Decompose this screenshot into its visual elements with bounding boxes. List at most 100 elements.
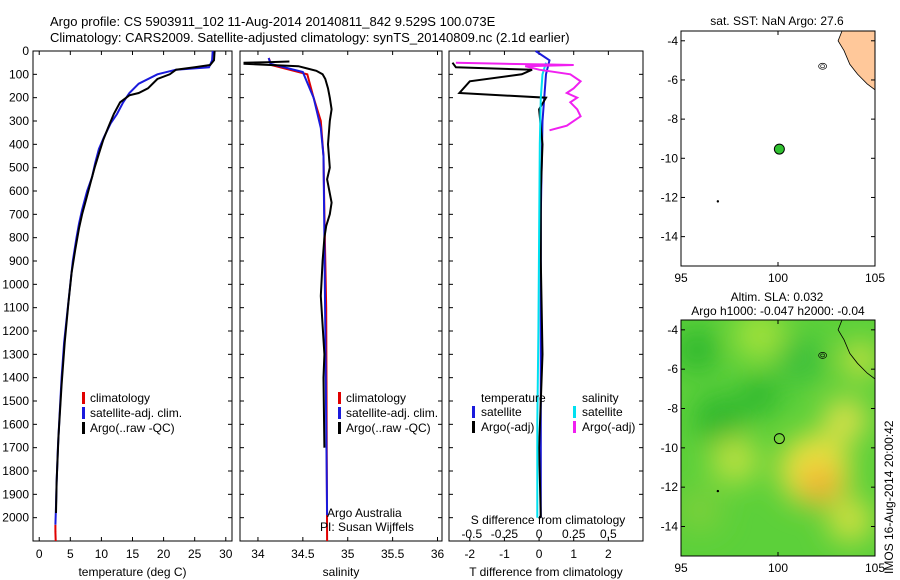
sla-blob (828, 498, 872, 542)
y-tick-label: 1700 (2, 441, 29, 455)
y-tick-label: 0 (22, 44, 29, 58)
map-x-tick-label: 95 (674, 271, 688, 285)
y-tick-label: 700 (9, 207, 29, 221)
legend-label: climatology (346, 391, 406, 405)
sla-blob (776, 336, 824, 384)
legend-label: Argo(-adj) (582, 420, 635, 434)
s-diff-tick-label: 0.25 (562, 527, 586, 541)
legend-heading-salinity: salinity (582, 391, 619, 405)
x-tick-label: 2 (605, 547, 612, 561)
legend-swatch-t-0 (472, 406, 475, 418)
legend-swatch-climatology (338, 392, 341, 404)
y-tick-label: 1900 (2, 487, 29, 501)
map-y-tick-label: -14 (661, 520, 679, 534)
sla-blob (842, 342, 875, 378)
y-tick-label: 2000 (2, 511, 29, 525)
plot-frame-temperature-profile (32, 50, 233, 542)
y-tick-label: 600 (9, 184, 29, 198)
y-tick-label: 900 (9, 254, 29, 268)
legend-heading-temperature: temperature (481, 391, 546, 405)
x-tick-label: 34.5 (291, 547, 315, 561)
legend-swatch-climatology (82, 392, 85, 404)
island-dot (716, 200, 720, 203)
s-diff-tick-label: -0.5 (461, 527, 482, 541)
map-y-tick-label: -4 (667, 34, 678, 48)
map-y-tick-label: -10 (661, 441, 679, 455)
y-tick-label: 100 (9, 67, 29, 81)
legend-swatch-argo (338, 422, 341, 434)
x-tick-label: 35 (341, 547, 355, 561)
x-tick-label: 1 (570, 547, 577, 561)
y-tick-label: 1500 (2, 394, 29, 408)
series-line-s-satellite (536, 62, 547, 518)
y-tick-label: 1400 (2, 371, 29, 385)
sla-blob (681, 488, 722, 532)
x-tick-label: 5 (67, 547, 74, 561)
legend-swatch-s-1 (573, 421, 576, 433)
island-contour (820, 64, 825, 69)
y-tick-label: 500 (9, 161, 29, 175)
y-tick-label: 300 (9, 114, 29, 128)
imos-timestamp-label: IMOS 16-Aug-2014 20:00:42 (882, 420, 896, 574)
legend-label: satellite-adj. clim. (90, 406, 182, 420)
y-tick-label: 200 (9, 91, 29, 105)
x-axis-label: T difference from climatology (469, 565, 623, 579)
map-x-tick-label: 105 (865, 271, 885, 285)
map-y-tick-label: -14 (661, 230, 679, 244)
land-outline (837, 30, 876, 91)
x-tick-label: 20 (157, 547, 171, 561)
y-tick-label: 800 (9, 231, 29, 245)
y-tick-label: 1300 (2, 347, 29, 361)
x-tick-label: 34 (251, 547, 265, 561)
legend-swatch-t-1 (472, 421, 475, 433)
annotation-pi-name: PI: Susan Wijffels (320, 520, 414, 534)
x-tick-label: 0 (36, 547, 43, 561)
x-tick-label: -2 (464, 547, 475, 561)
legend-label: Argo(..raw -QC) (90, 421, 175, 435)
map-y-tick-label: -6 (667, 73, 678, 87)
map-x-tick-label: 100 (768, 561, 788, 575)
map-x-tick-label: 100 (768, 271, 788, 285)
sla-blob (711, 436, 759, 484)
s-diff-tick-label: -0.25 (491, 527, 519, 541)
map-y-tick-label: -10 (661, 151, 679, 165)
plot-frame-difference-profile (448, 50, 644, 542)
sla-blob (800, 465, 840, 505)
sla-blob (681, 328, 719, 372)
map-y-tick-label: -8 (667, 112, 678, 126)
s-diff-tick-label: 0.5 (600, 527, 617, 541)
legend-swatch-argo (82, 422, 85, 434)
map-y-tick-label: -6 (667, 362, 678, 376)
sla-heatmap (681, 320, 875, 542)
plot-frame-salinity-profile (239, 50, 443, 542)
x-tick-label: 36 (431, 547, 445, 561)
series-line-satellite-adj-clim- (267, 57, 329, 516)
x-axis-label: temperature (deg C) (78, 565, 186, 579)
series-line-t-satellite (535, 50, 551, 518)
figure-title-line1: Argo profile: CS 5903911_102 11-Aug-2014… (50, 14, 496, 29)
island-contour (818, 352, 827, 359)
island-contour (818, 62, 827, 70)
argo-location-marker (773, 433, 785, 445)
legend-swatch-s-0 (573, 406, 576, 418)
map-y-tick-label: -12 (661, 190, 679, 204)
legend-label: satellite-adj. clim. (346, 406, 438, 420)
sla-field (681, 320, 875, 542)
y-tick-label: 1100 (3, 301, 29, 315)
y-tick-label: 400 (9, 137, 29, 151)
sst-map-title: sat. SST: NaN Argo: 27.6 (710, 14, 844, 28)
legend-label: Argo(..raw -QC) (346, 421, 431, 435)
sla-blob (734, 320, 786, 361)
island-dot (716, 489, 720, 493)
legend-label: climatology (90, 391, 150, 405)
figure-title-line2: Climatology: CARS2009. Satellite-adjuste… (50, 30, 570, 45)
x-axis-label: salinity (323, 565, 360, 579)
legend-label: satellite (481, 405, 522, 419)
legend-swatch-satellite_adj (82, 407, 85, 419)
series-line-satellite-adj-clim- (54, 50, 214, 525)
s-diff-axis-label: S difference from climatology (471, 513, 626, 527)
x-tick-label: 15 (126, 547, 140, 561)
legend-label: satellite (582, 405, 623, 419)
legend-swatch-satellite_adj (338, 407, 341, 419)
map-y-tick-label: -8 (667, 402, 678, 416)
